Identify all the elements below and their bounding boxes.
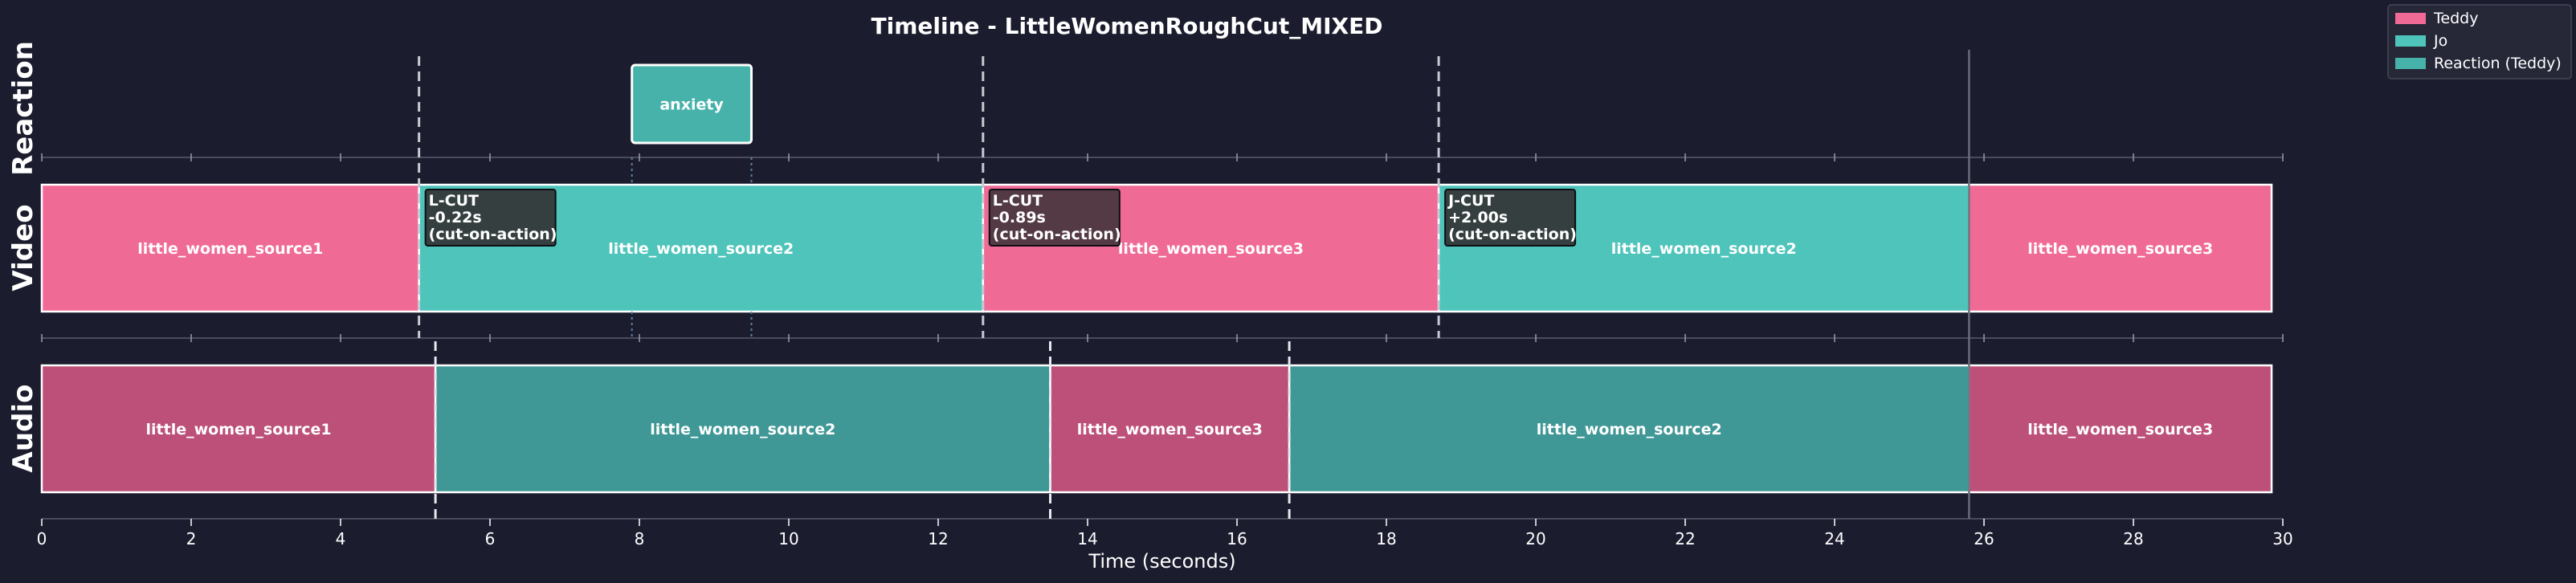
x-tick-label: 14 <box>1077 529 1097 548</box>
x-tick-label: 22 <box>1675 529 1695 548</box>
cut-annotation-text: (cut-on-action) <box>429 226 557 243</box>
x-tick-label: 26 <box>1974 529 1994 548</box>
legend: Teddy Jo Reaction (Teddy) <box>2387 4 2572 80</box>
legend-entry: Teddy <box>2433 10 2478 27</box>
video-clip-label: little_women_source2 <box>1611 240 1797 258</box>
audio-clip <box>1288 364 1970 494</box>
cut-annotation-text: (cut-on-action) <box>1448 226 1577 243</box>
cut-annotation-text: L-CUT <box>429 192 479 210</box>
audio-clip <box>1968 364 2273 494</box>
x-tick-label: 18 <box>1376 529 1396 548</box>
audio-clip-label: little_women_source1 <box>146 421 332 438</box>
cut-annotation-text: +2.00s <box>1448 209 1508 226</box>
x-tick-label: 12 <box>928 529 948 548</box>
audio-clip <box>434 364 1051 494</box>
video-clip <box>40 183 420 313</box>
track-label-video: Video <box>7 204 39 291</box>
x-tick-label: 24 <box>1824 529 1844 548</box>
track-label-reaction: Reaction <box>7 41 39 176</box>
x-tick-label: 10 <box>778 529 798 548</box>
video-clip-label: little_women_source1 <box>137 240 323 258</box>
x-tick-label: 8 <box>635 529 645 548</box>
x-tick-label: 4 <box>336 529 346 548</box>
x-tick-label: 2 <box>186 529 197 548</box>
cut-annotation-box <box>424 189 557 247</box>
audio-clip-label: little_women_source2 <box>650 421 835 438</box>
x-axis-label: Time (seconds) <box>1088 550 1235 573</box>
cut-annotation-text: (cut-on-action) <box>993 226 1121 243</box>
track-labels: Reaction Video Audio <box>7 41 39 472</box>
legend-swatch <box>2395 58 2426 69</box>
chart-title: Timeline - LittleWomenRoughCut_MIXED <box>872 13 1383 39</box>
legend-frame <box>2387 4 2572 80</box>
video-clip-label: little_women_source2 <box>608 240 794 258</box>
legend-swatch <box>2395 13 2426 24</box>
legend-entry: Reaction (Teddy) <box>2434 55 2562 72</box>
x-tick-label: 28 <box>2123 529 2143 548</box>
video-clip <box>1968 183 2273 313</box>
video-clip-label: little_women_source3 <box>1118 240 1304 258</box>
cut-annotation-box <box>988 189 1121 247</box>
cut-annotation-box <box>1444 189 1577 247</box>
x-tick-label: 30 <box>2272 529 2292 548</box>
cut-annotation-text: -0.89s <box>993 209 1046 226</box>
reaction-clip-label: anxiety <box>659 96 724 114</box>
reaction-clip <box>631 63 753 145</box>
cut-annotation-text: -0.22s <box>429 209 482 226</box>
legend-swatch <box>2395 35 2426 47</box>
audio-clip-label: little_women_source3 <box>1077 421 1263 438</box>
cut-annotation-text: L-CUT <box>993 192 1043 210</box>
audio-clip <box>40 364 437 494</box>
audio-clip <box>1049 364 1291 494</box>
legend-entry: Jo <box>2433 32 2447 50</box>
audio-clip-label: little_women_source3 <box>2027 421 2213 438</box>
x-tick-label: 16 <box>1227 529 1247 548</box>
plot-area: 0 2 4 6 8 10 12 14 16 18 20 22 24 26 28 30little_women_… <box>37 50 2293 548</box>
x-tick-label: 6 <box>485 529 496 548</box>
cut-annotation-text: J-CUT <box>1447 192 1494 210</box>
track-label-audio: Audio <box>7 385 39 473</box>
x-tick-label: 0 <box>37 529 47 548</box>
video-clip-label: little_women_source3 <box>2027 240 2213 258</box>
audio-clip-label: little_women_source2 <box>1537 421 1722 438</box>
x-tick-label: 20 <box>1525 529 1545 548</box>
